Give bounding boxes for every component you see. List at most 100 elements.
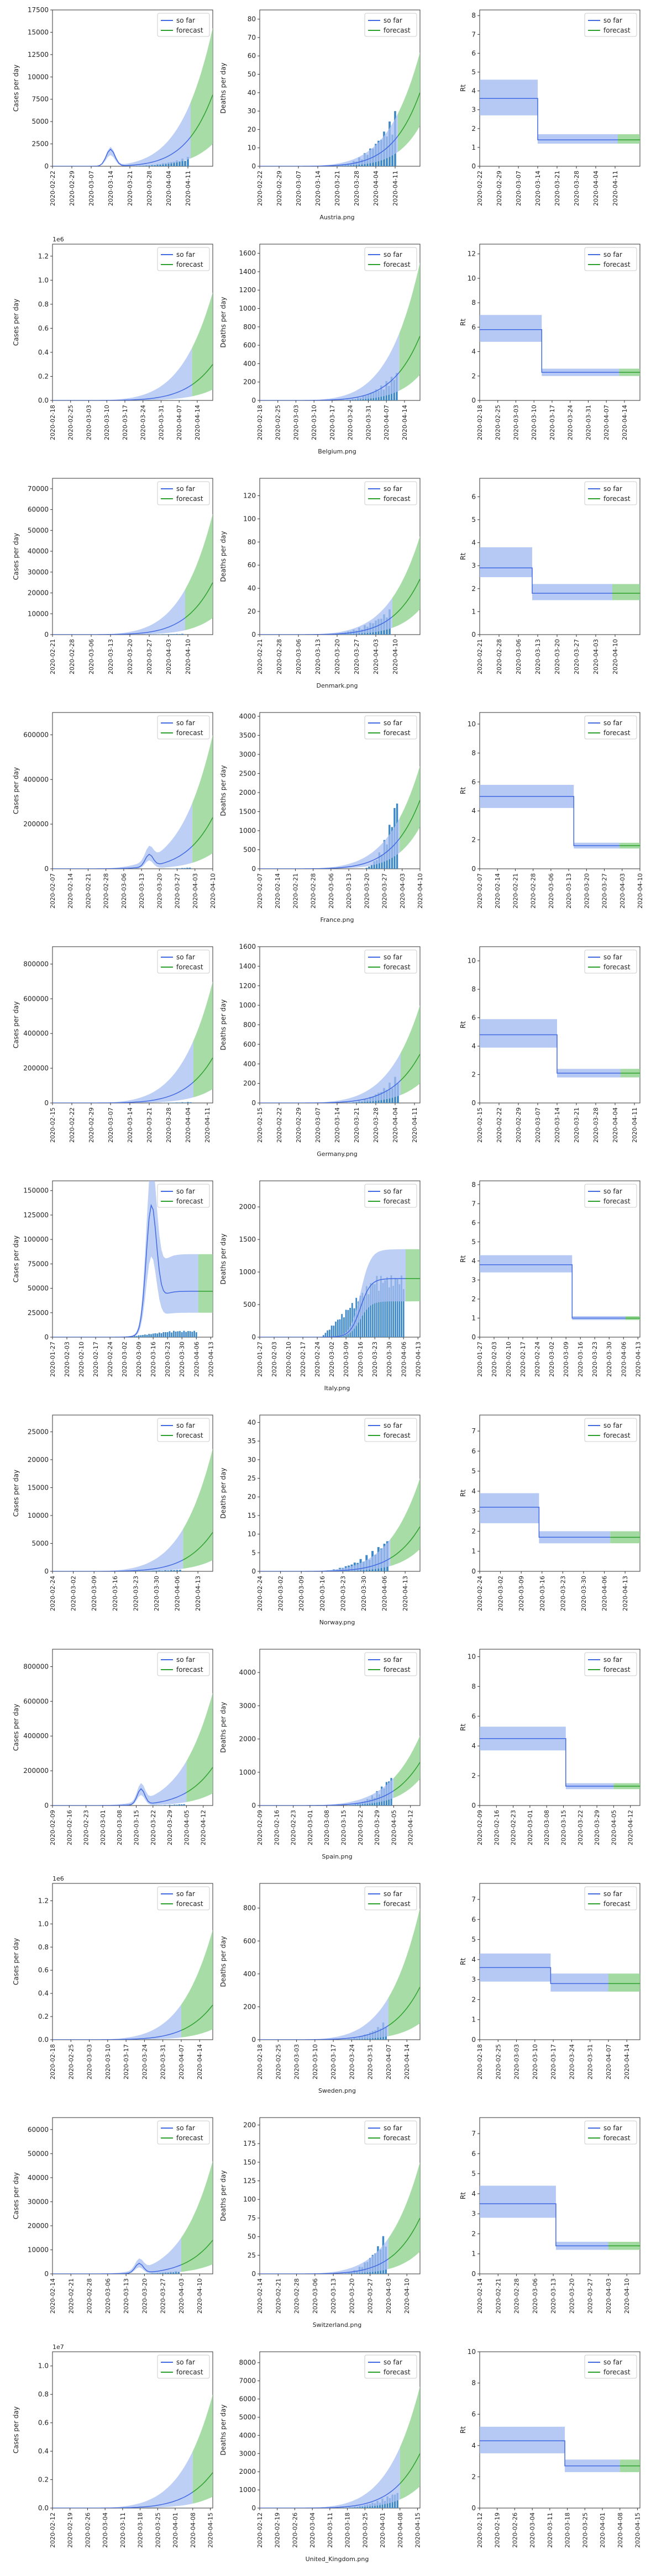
- observed-bar: [159, 2273, 161, 2274]
- legend-so-far-label: so far: [603, 719, 622, 727]
- y-tick-label: 10000: [28, 1512, 49, 1519]
- y-axis-label: Deaths per day: [219, 1233, 227, 1284]
- legend: so far forecast: [157, 715, 210, 740]
- y-tick-label: 3000: [239, 1702, 256, 1709]
- forecast-band: [192, 2394, 213, 2504]
- x-tick-label: 2020-01-27: [49, 1342, 56, 1377]
- observed-bar: [179, 634, 181, 635]
- x-tick-label: 2020-03-17: [122, 405, 129, 440]
- x-tick-label: 2020-02-12: [476, 2512, 484, 2548]
- data-layer: [260, 2162, 420, 2274]
- x-tick-label: 2020-04-03: [385, 2278, 392, 2314]
- x-tick-label: 2020-04-03: [192, 873, 199, 909]
- x-tick-label: 2020-03-20: [554, 639, 561, 674]
- x-tick-label: 2020-02-28: [310, 873, 317, 909]
- y-tick-label: 8: [471, 12, 476, 19]
- observed-bar: [173, 634, 175, 635]
- x-tick-label: 2020-03-21: [573, 1107, 580, 1143]
- legend: so far forecast: [157, 1184, 210, 1208]
- observed-bar: [187, 1102, 189, 1103]
- x-tick-label: 2020-02-10: [285, 1342, 292, 1377]
- forecast-band: [400, 2386, 420, 2500]
- y-tick-label: 8: [471, 299, 476, 307]
- forecast-line: [400, 1054, 420, 1081]
- x-tick-label: 2020-03-03: [293, 2044, 301, 2079]
- legend-forecast-label: forecast: [176, 729, 203, 737]
- x-tick-label: 2020-04-10: [185, 639, 192, 674]
- rt-band: [480, 2426, 620, 2472]
- y-axis-label: Rt: [459, 2192, 467, 2199]
- legend-forecast-label: forecast: [384, 1197, 411, 1205]
- rt-panel: 0 2 4 6 8 10 Rt 2020-02-07 2020-02-14 2020-02-21 2…: [459, 712, 644, 909]
- legend-forecast-label: forecast: [176, 2134, 203, 2142]
- observed-bar: [176, 634, 178, 635]
- y-tick-label: 0.8: [38, 2390, 49, 2398]
- x-tick-label: 2020-03-27: [160, 2278, 167, 2314]
- rt-band: [480, 1727, 614, 1790]
- rt-band: [480, 1019, 621, 1078]
- legend-so-far-label: so far: [176, 1656, 195, 1664]
- y-tick-label: 200000: [23, 1767, 49, 1775]
- x-tick-label: 2020-04-01: [172, 2512, 179, 2548]
- legend-forecast-label: forecast: [603, 1197, 631, 1205]
- data-layer: [53, 514, 213, 635]
- y-tick-label: 75: [248, 2214, 256, 2222]
- x-tick-label: 2020-03-03: [292, 405, 300, 440]
- observed-bar: [183, 868, 186, 869]
- x-tick-label: 2020-02-24: [534, 1342, 541, 1377]
- cases-panel: 0.0 0.2 0.4 0.6 0.8 1.0 1.2 1e6 Cases per day 202…: [12, 236, 213, 440]
- rt-line: [480, 2440, 620, 2467]
- y-tick-label: 2: [471, 836, 476, 844]
- x-tick-label: 2020-03-23: [371, 1342, 379, 1377]
- data-layer: [480, 1019, 640, 1078]
- so-far-band: [53, 1529, 183, 1571]
- forecast-line: [390, 1526, 420, 1559]
- rt-forecast-band: [608, 1973, 640, 1992]
- x-tick-label: 2020-04-01: [599, 2512, 606, 2548]
- axis-multiplier: 1e6: [53, 1875, 64, 1882]
- legend-so-far-label: so far: [603, 953, 622, 961]
- observed-bar: [159, 1805, 161, 1806]
- observed-bar: [190, 1102, 192, 1103]
- axis-multiplier: 1e7: [53, 2343, 64, 2351]
- legend: so far forecast: [364, 2120, 417, 2145]
- y-tick-label: 60: [248, 52, 256, 60]
- forecast-line: [388, 1987, 420, 2026]
- y-tick-label: 200: [243, 2003, 256, 2010]
- x-tick-label: 2020-04-14: [403, 2044, 411, 2079]
- legend-forecast-label: forecast: [603, 27, 631, 34]
- x-tick-label: 2020-02-15: [256, 1107, 264, 1143]
- observed-bar: [164, 1805, 166, 1806]
- y-tick-label: 3: [471, 1976, 476, 1983]
- legend: so far forecast: [584, 715, 637, 740]
- data-layer: [480, 1954, 640, 1992]
- observed-bar: [374, 1284, 376, 1337]
- legend-so-far-label: so far: [603, 1890, 622, 1898]
- data-layer: [53, 1929, 213, 2040]
- x-tick-label: 2020-03-13: [565, 873, 573, 909]
- x-tick-label: 2020-02-28: [496, 639, 503, 674]
- legend-so-far-label: so far: [176, 2358, 195, 2366]
- so-far-line: [260, 1278, 406, 1337]
- observed-bar: [170, 1102, 172, 1103]
- y-tick-label: 10000: [28, 73, 49, 81]
- x-tick-label: 2020-02-23: [290, 1810, 297, 1845]
- x-tick-label: 2020-02-25: [275, 2044, 282, 2079]
- x-tick-label: 2020-04-04: [185, 1107, 192, 1143]
- y-tick-label: 0.8: [38, 300, 49, 308]
- y-tick-label: 6: [471, 493, 476, 500]
- so-far-band: [53, 1041, 193, 1103]
- rt-band: [480, 547, 612, 600]
- so-far-line: [53, 846, 193, 869]
- x-tick-label: 2020-04-10: [209, 873, 217, 909]
- observed-bar: [185, 1332, 187, 1337]
- y-tick-label: 1.2: [38, 1897, 49, 1904]
- x-tick-label: 2020-04-03: [592, 639, 600, 674]
- observed-bar: [170, 162, 172, 166]
- legend-forecast-label: forecast: [384, 2134, 411, 2142]
- x-tick-label: 2020-04-11: [612, 171, 619, 206]
- legend: so far forecast: [157, 481, 210, 505]
- x-tick-label: 2020-04-13: [414, 1342, 422, 1377]
- so-far-line: [53, 384, 193, 400]
- legend-forecast-label: forecast: [384, 2368, 411, 2376]
